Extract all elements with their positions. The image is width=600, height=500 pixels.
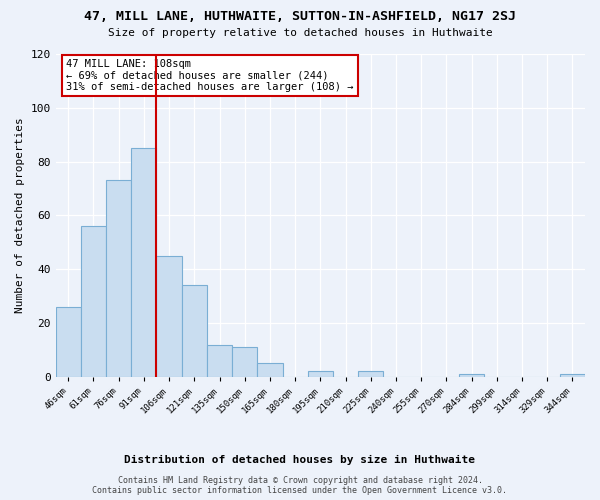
Text: Contains HM Land Registry data © Crown copyright and database right 2024.
Contai: Contains HM Land Registry data © Crown c… <box>92 476 508 495</box>
Bar <box>157 256 182 377</box>
Bar <box>207 344 232 377</box>
Bar <box>308 372 333 377</box>
Y-axis label: Number of detached properties: Number of detached properties <box>15 118 25 314</box>
Text: 47 MILL LANE: 108sqm
← 69% of detached houses are smaller (244)
31% of semi-deta: 47 MILL LANE: 108sqm ← 69% of detached h… <box>66 59 354 92</box>
Bar <box>232 347 257 377</box>
Text: Distribution of detached houses by size in Huthwaite: Distribution of detached houses by size … <box>125 455 476 465</box>
Bar <box>560 374 585 377</box>
Bar <box>358 372 383 377</box>
Text: Size of property relative to detached houses in Huthwaite: Size of property relative to detached ho… <box>107 28 493 38</box>
Bar <box>81 226 106 377</box>
Bar <box>182 286 207 377</box>
Bar <box>56 307 81 377</box>
Bar <box>459 374 484 377</box>
Bar <box>106 180 131 377</box>
Bar <box>131 148 157 377</box>
Bar <box>257 364 283 377</box>
Text: 47, MILL LANE, HUTHWAITE, SUTTON-IN-ASHFIELD, NG17 2SJ: 47, MILL LANE, HUTHWAITE, SUTTON-IN-ASHF… <box>84 10 516 23</box>
